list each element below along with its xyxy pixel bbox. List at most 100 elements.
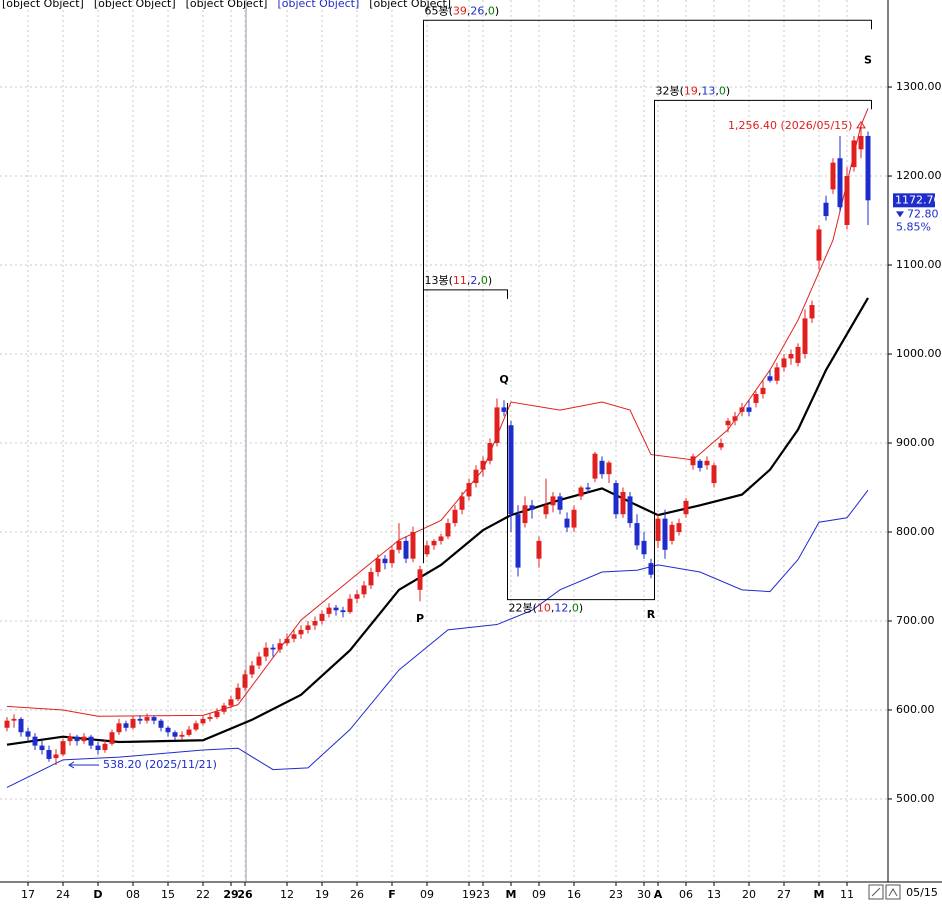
- candle-body: [718, 443, 724, 448]
- candle-body: [809, 305, 815, 319]
- candle-body: [445, 523, 451, 537]
- candle-body: [536, 540, 542, 559]
- candle-body: [256, 656, 262, 666]
- candle-body: [830, 162, 836, 190]
- candle-body: [571, 509, 577, 528]
- candle-body: [46, 750, 52, 759]
- candle-body: [676, 523, 682, 532]
- point-label: S: [864, 53, 872, 66]
- candle-body: [851, 140, 857, 168]
- candle-body: [585, 487, 591, 490]
- candle-body: [172, 732, 178, 737]
- y-tick-label: 1300.00: [896, 80, 942, 93]
- candle-body: [270, 647, 276, 650]
- y-tick-label: 500.00: [896, 792, 935, 805]
- bracket-label-part: ,: [698, 84, 702, 97]
- candle-body: [214, 711, 220, 718]
- y-tick-label: 700.00: [896, 614, 935, 627]
- x-tick-label: M: [814, 888, 825, 901]
- candle-body: [4, 720, 10, 728]
- bracket-label: 13봉(11,2,0): [425, 274, 493, 287]
- bracket-label-part: 13봉(: [425, 274, 453, 287]
- y-tick-label: 1200.00: [896, 169, 942, 182]
- candle-body: [144, 717, 150, 721]
- candle-body: [410, 531, 416, 559]
- candle-body: [228, 699, 234, 706]
- x-tick-label: 17: [21, 888, 35, 901]
- bracket-label-part: 65봉(: [425, 4, 453, 17]
- candle-body: [375, 558, 381, 573]
- annotation-arrow: [68, 761, 99, 769]
- bracket-label-part: ,: [467, 4, 471, 17]
- x-tick-label: 13: [707, 888, 721, 901]
- bracket-label-part: 11: [453, 274, 467, 287]
- bracket-label-part: 0: [481, 274, 488, 287]
- candle-body: [340, 610, 346, 613]
- candle-body: [620, 491, 626, 515]
- candle-body: [711, 465, 717, 484]
- candle-body: [11, 718, 17, 721]
- candle-body: [767, 376, 773, 381]
- candle-body: [753, 394, 759, 403]
- candle-body: [88, 736, 94, 746]
- candle-body: [60, 741, 66, 755]
- candle-body: [312, 620, 318, 626]
- candle-body: [109, 732, 115, 744]
- candle-body: [823, 202, 829, 217]
- annotation: 1,256.40 (2026/05/15): [728, 119, 852, 132]
- bracket-label: 22봉(10,12,0): [509, 602, 584, 615]
- point-label: R: [647, 608, 656, 621]
- x-tick-label: 23: [609, 888, 623, 901]
- candle-body: [368, 572, 374, 586]
- candle-body: [816, 229, 822, 261]
- candle-body: [438, 536, 444, 541]
- candle-body: [704, 460, 710, 466]
- y-tick-label: 1100.00: [896, 258, 942, 271]
- x-tick-label: 08: [126, 888, 140, 901]
- candle-body: [284, 638, 290, 644]
- candle-body: [781, 358, 787, 368]
- candle-body: [501, 407, 507, 412]
- candle-body: [32, 736, 38, 746]
- candle-body: [515, 514, 521, 568]
- bracket-label-part: 32봉(: [656, 84, 684, 97]
- candle-body: [39, 745, 45, 751]
- bracket-label-part: 22봉(: [509, 602, 537, 615]
- bracket-label-part: 39: [453, 4, 467, 17]
- candle-body: [760, 387, 766, 395]
- candle-body: [634, 523, 640, 546]
- x-tick-label: 20: [742, 888, 756, 901]
- candle-body: [53, 754, 59, 759]
- candle-body: [627, 496, 633, 524]
- bracket-label-part: 19: [684, 84, 698, 97]
- header: [object Object] [object Object] [object Ob…: [2, 0, 451, 10]
- candle-body: [298, 629, 304, 635]
- candle-body: [732, 416, 738, 421]
- bracket-label-part: 13: [701, 84, 715, 97]
- x-tick-label: 29: [223, 888, 238, 901]
- candle-body: [277, 643, 283, 650]
- candle-body: [557, 496, 563, 510]
- tool-icon[interactable]: [885, 884, 901, 900]
- bracket-label-part: ): [495, 4, 499, 17]
- x-tick-label: 16: [567, 888, 581, 901]
- bracket: [423, 289, 508, 564]
- bracket-label-part: 10: [537, 602, 551, 615]
- x-tick-label: 15: [161, 888, 175, 901]
- candle-body: [459, 496, 465, 510]
- candle-body: [795, 346, 801, 363]
- point-label: P: [416, 612, 424, 625]
- x-tick-label: A: [654, 888, 663, 901]
- candle-body: [858, 135, 864, 150]
- candle-body: [865, 135, 871, 201]
- candle-body: [529, 505, 535, 510]
- bracket-label-part: 0: [572, 602, 579, 615]
- bracket-label-part: ,: [715, 84, 719, 97]
- annotation: 538.20 (2025/11/21): [103, 758, 217, 771]
- x-tick-label: 09: [532, 888, 546, 901]
- bracket-label: 32봉(19,13,0): [656, 84, 731, 97]
- candle-body: [158, 720, 164, 728]
- candle-body: [200, 718, 206, 724]
- bracket-label-part: ,: [484, 4, 488, 17]
- y-tick-label: 1000.00: [896, 347, 942, 360]
